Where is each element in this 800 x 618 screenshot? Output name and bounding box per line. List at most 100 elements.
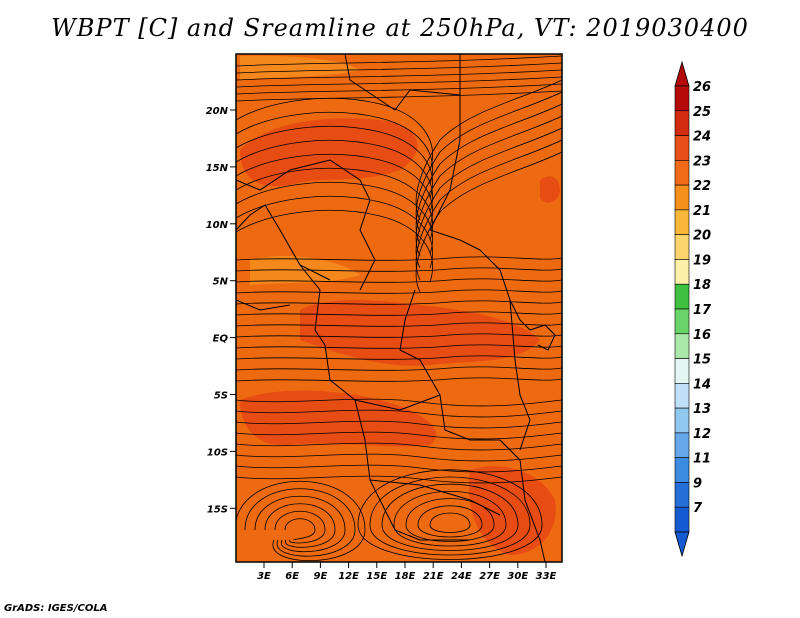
- map-title: WBPT [C] and Sreamline at 250hPa, VT: 20…: [51, 14, 749, 42]
- country-border: [359, 199, 376, 291]
- streamline: [236, 76, 562, 88]
- streamline: [236, 90, 562, 102]
- colorbar-bottom-arrow: [674, 531, 690, 558]
- colorbar-label: 21: [693, 204, 711, 219]
- latitude-tick-label: 15S: [207, 504, 228, 515]
- streamline: [236, 139, 433, 213]
- longitude-tick-label: 24E: [451, 571, 472, 582]
- colorbar-segment: [674, 160, 690, 186]
- colorbar: 26 25 24 23 22 21 20 19 18 17 16 15 14 13 12 11 9 7: [674, 60, 712, 558]
- streamlines: [236, 55, 562, 561]
- longitude-axis: 3E 6E 9E 12E 15E 18E 21E 24E 27E 30E 33E: [257, 562, 557, 582]
- longitude-tick-label: 27E: [479, 571, 500, 582]
- country-border: [324, 344, 396, 531]
- colorbar-label: 14: [693, 377, 711, 392]
- grads-credit: GrADS: IGES/COLA: [4, 603, 108, 614]
- streamline: [393, 491, 507, 547]
- streamline: [236, 209, 433, 283]
- streamline: [369, 476, 531, 556]
- colorbar-label: 9: [693, 476, 702, 491]
- streamline: [274, 510, 326, 544]
- streamline: [236, 97, 433, 171]
- country-border: [394, 529, 470, 541]
- colorbar-segment: [674, 209, 690, 235]
- colorbar-segment: [674, 407, 690, 434]
- country-border: [236, 159, 371, 201]
- streamline: [415, 103, 562, 245]
- streamline: [284, 518, 316, 541]
- country-border: [369, 479, 501, 516]
- streamline: [415, 139, 562, 281]
- colorbar-segment: [674, 234, 690, 260]
- longitude-tick-label: 15E: [366, 571, 387, 582]
- streamline: [236, 125, 433, 199]
- country-border: [299, 264, 326, 346]
- colorbar-label: 23: [693, 154, 711, 169]
- streamline: [417, 505, 483, 538]
- latitude-tick-label: 20N: [206, 106, 229, 117]
- streamline: [236, 322, 562, 327]
- country-border: [236, 204, 331, 281]
- colorbar-segment: [674, 432, 690, 458]
- latitude-tick-label: 10S: [207, 447, 228, 458]
- warm-patch: [540, 176, 560, 203]
- latitude-tick-label: EQ: [213, 334, 229, 345]
- colorbar-label: 18: [693, 278, 711, 293]
- streamline: [236, 377, 562, 382]
- streamline: [415, 127, 562, 269]
- country-border: [236, 299, 291, 311]
- longitude-tick-label: 6E: [285, 571, 299, 582]
- streamline: [236, 55, 562, 67]
- longitude-tick-label: 21E: [423, 571, 444, 582]
- streamline: [236, 442, 562, 451]
- streamline: [236, 420, 562, 429]
- streamline: [357, 469, 543, 560]
- streamline: [236, 62, 562, 74]
- streamline: [236, 355, 562, 360]
- colorbar-segment: [674, 259, 690, 285]
- streamline: [236, 167, 433, 241]
- colorbar-label: 22: [693, 179, 711, 194]
- streamline: [381, 483, 519, 551]
- map-panel: 20N 15N 10N 5N EQ 5S 10S 15S 3E 6E 9E 12E 15E 18E 21E…: [206, 53, 563, 582]
- colorbar-segment: [674, 457, 690, 483]
- colorbar-segment: [674, 333, 690, 359]
- streamline: [415, 115, 562, 257]
- cool-patch: [240, 55, 360, 80]
- streamline: [236, 289, 562, 294]
- colorbar-label: 26: [693, 80, 711, 95]
- colorbar-segment: [674, 135, 690, 161]
- colorbar-segment: [674, 110, 690, 136]
- country-border: [519, 459, 546, 562]
- colorbar-label: 12: [693, 427, 711, 442]
- streamline: [429, 512, 471, 533]
- warm-patch: [300, 300, 540, 366]
- streamline: [415, 91, 562, 233]
- latitude-tick-label: 15N: [206, 163, 229, 174]
- colorbar-label: 24: [693, 130, 711, 145]
- streamline: [236, 409, 562, 418]
- colorbar-label: 16: [693, 328, 711, 343]
- latitude-tick-label: 5N: [213, 277, 229, 288]
- country-borders: [236, 54, 556, 562]
- longitude-tick-label: 3E: [257, 571, 271, 582]
- streamline: [415, 151, 562, 293]
- latitude-axis: 20N 15N 10N 5N EQ 5S 10S 15S: [206, 106, 236, 515]
- streamline: [236, 300, 562, 305]
- colorbar-label: 17: [693, 303, 712, 318]
- country-border: [344, 54, 461, 140]
- colorbar-segment: [674, 383, 690, 409]
- country-border: [354, 394, 441, 411]
- streamline: [236, 256, 562, 261]
- colorbar-segment: [674, 85, 690, 112]
- colorbar-label: 15: [693, 353, 711, 368]
- colorbar-label: 11: [693, 452, 711, 467]
- streamline: [244, 488, 356, 557]
- streamline: [264, 503, 336, 548]
- warm-patch: [240, 118, 418, 187]
- country-border: [399, 289, 441, 396]
- colorbar-label: 19: [693, 253, 711, 268]
- temperature-patches: [240, 55, 560, 555]
- colorbar-segment: [674, 358, 690, 384]
